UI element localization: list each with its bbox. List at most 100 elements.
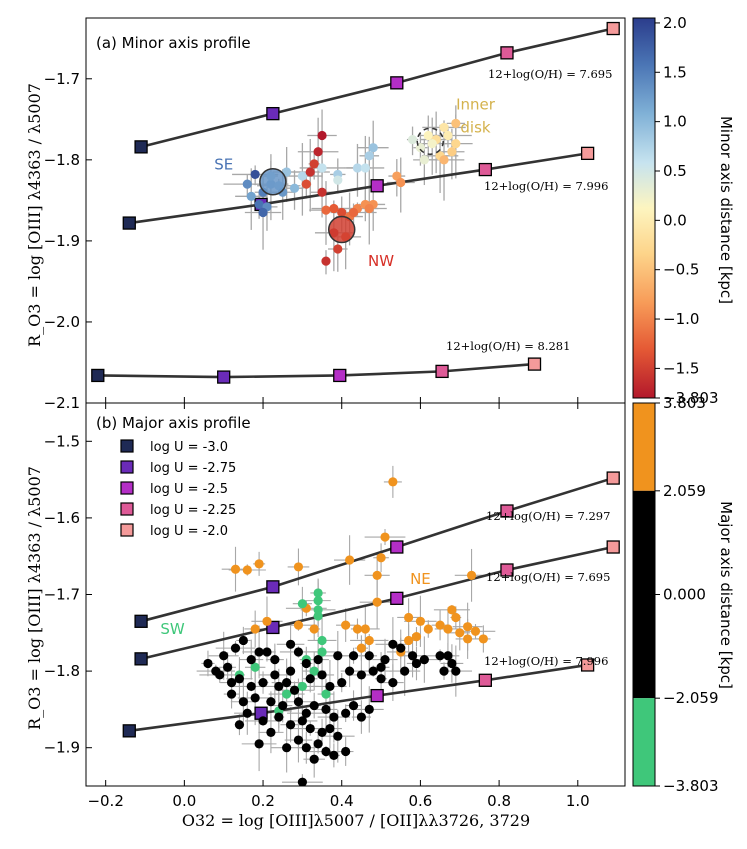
data-point xyxy=(443,651,453,661)
data-point xyxy=(400,666,410,676)
data-point xyxy=(321,689,331,699)
data-point xyxy=(313,588,323,598)
legend-marker-3 xyxy=(120,502,134,516)
data-point xyxy=(309,700,319,711)
data-point xyxy=(230,643,241,653)
data-point xyxy=(376,553,386,563)
data-point xyxy=(246,681,256,692)
region-label-se: SE xyxy=(214,156,233,174)
data-point xyxy=(423,624,433,634)
data-point xyxy=(297,171,307,181)
ytick-label: −2.1 xyxy=(44,394,80,412)
data-point xyxy=(407,651,418,661)
region-label-disk: disk xyxy=(460,118,491,136)
model-marker xyxy=(606,21,620,36)
xtick-label: 0.8 xyxy=(487,792,511,810)
data-point xyxy=(313,611,323,621)
legend-label-4: log U = -2.0 xyxy=(150,524,228,539)
data-point xyxy=(254,647,264,657)
y-axis-label-a: R_O3 = log [OIII] λ4363 / λ5007 xyxy=(25,83,44,347)
data-point xyxy=(317,187,327,197)
legend: log U = -3.0 log U = -2.75 log U = -2.5 … xyxy=(120,439,236,539)
oh-label-b-7695: 12+log(O/H) = 7.695 xyxy=(486,570,610,584)
model-marker xyxy=(500,46,514,60)
ytick-label: −1.5 xyxy=(44,432,80,450)
cb-tick-label: 1.5 xyxy=(663,63,687,81)
data-point xyxy=(238,697,248,707)
colorbar-a-label: Minor axis distance [kpc] xyxy=(717,116,735,304)
data-point xyxy=(293,647,304,657)
data-point xyxy=(285,639,296,649)
data-point xyxy=(309,624,319,634)
data-point xyxy=(435,620,445,630)
xtick-label: 0.2 xyxy=(251,792,275,810)
data-point xyxy=(317,647,327,657)
data-point xyxy=(289,685,300,695)
cb-tick-label: −1.5 xyxy=(663,359,699,377)
data-point xyxy=(341,746,351,757)
data-point xyxy=(341,708,351,718)
data-point xyxy=(404,635,414,646)
data-point xyxy=(297,777,307,786)
data-point xyxy=(293,562,304,572)
data-point xyxy=(376,674,386,684)
data-point xyxy=(368,666,378,676)
data-point xyxy=(443,130,453,141)
data-point xyxy=(333,651,343,661)
data-point xyxy=(415,616,426,626)
data-point xyxy=(451,612,461,623)
model-marker xyxy=(527,357,542,371)
data-point xyxy=(329,712,339,722)
model-marker xyxy=(370,179,384,193)
oh-label-b-7297: 12+log(O/H) = 7.297 xyxy=(486,509,610,523)
data-point xyxy=(301,743,311,753)
oh-label-a-7996: 12+log(O/H) = 7.996 xyxy=(484,179,608,193)
colorbar-a xyxy=(632,17,656,399)
data-point xyxy=(250,662,260,672)
data-point xyxy=(219,651,229,661)
oh-label-a-8281: 12+log(O/H) = 8.281 xyxy=(446,339,570,353)
data-point xyxy=(321,256,331,266)
data-point xyxy=(466,570,477,580)
oh-label-b-7996: 12+log(O/H) = 7.996 xyxy=(484,654,608,668)
data-point xyxy=(226,677,237,688)
data-point xyxy=(297,716,307,726)
data-point xyxy=(282,689,292,699)
data-point xyxy=(258,677,268,688)
data-point xyxy=(274,681,284,692)
data-point xyxy=(451,666,461,676)
data-point xyxy=(293,620,304,630)
model-marker xyxy=(500,504,514,518)
model-marker xyxy=(134,652,148,666)
data-point xyxy=(266,727,276,737)
data-point xyxy=(238,635,248,646)
data-point xyxy=(226,689,237,699)
data-point xyxy=(282,677,292,688)
legend-label-1: log U = -2.75 xyxy=(150,461,236,476)
colorbar-b-ticks: 3.803 2.059 0.000 −2.059 −3.803 xyxy=(655,394,719,795)
ytick-label: −1.7 xyxy=(44,586,80,604)
panel-a-title: (a) Minor axis profile xyxy=(96,34,251,52)
data-point xyxy=(325,723,335,734)
data-point xyxy=(317,130,327,141)
data-point xyxy=(396,643,406,653)
data-point xyxy=(301,708,311,718)
data-point xyxy=(376,662,386,672)
model-marker xyxy=(390,76,404,90)
data-point xyxy=(407,134,418,145)
data-point xyxy=(439,122,449,133)
model-marker xyxy=(478,673,492,687)
model-marker xyxy=(134,614,148,628)
data-point xyxy=(404,612,414,623)
panel-b-title: (b) Major axis profile xyxy=(96,414,251,432)
ytick-label: −1.9 xyxy=(44,232,80,250)
data-point xyxy=(293,697,304,707)
cb-tick-label: −2.059 xyxy=(663,689,719,707)
data-point xyxy=(396,177,406,188)
model-marker xyxy=(435,364,449,379)
model-marker xyxy=(580,658,595,672)
data-point xyxy=(234,674,245,684)
data-point xyxy=(443,624,453,634)
data-point xyxy=(242,708,252,718)
